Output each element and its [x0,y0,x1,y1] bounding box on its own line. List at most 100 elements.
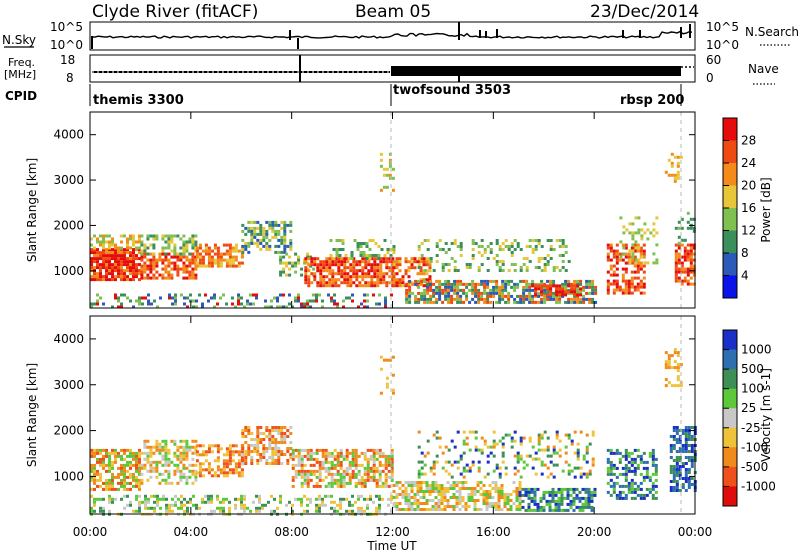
heatmap-cell [268,441,272,444]
heatmap-cell [361,269,365,273]
heatmap-cell [516,469,520,473]
heatmap-cell [410,481,414,484]
heatmap-cell [280,220,284,224]
heatmap-cell [690,477,694,480]
heatmap-cell [339,478,343,482]
heatmap-cell [182,445,186,449]
heatmap-cell [524,493,528,497]
heatmap-cell [213,459,217,463]
heatmap-cell [126,469,129,473]
heatmap-cell [471,239,475,242]
heatmap-cell [90,302,93,306]
heatmap-cell [566,502,570,506]
heatmap-cell [609,264,613,268]
heatmap-cell [419,481,423,484]
heatmap-cell [108,481,111,485]
heatmap-cell [144,497,147,501]
heatmap-cell [333,478,337,482]
heatmap-cell [450,294,454,298]
heatmap-cell [105,469,108,473]
heatmap-cell [486,279,490,283]
heatmap-cell [670,366,674,370]
heatmap-cell [361,284,365,288]
heatmap-cell [182,252,186,256]
heatmap-cell [390,472,394,476]
heatmap-cell [530,499,534,503]
heatmap-cell [654,469,658,473]
heatmap-cell [477,282,481,286]
heatmap-cell [584,487,588,491]
heatmap-cell [105,278,108,282]
heatmap-cell [283,441,287,444]
heatmap-cell [307,269,311,273]
heatmap-cell [330,484,334,488]
heatmap-cell [440,493,444,496]
heatmap-cell [606,246,610,250]
heatmap-cell [343,263,347,267]
heatmap-cell [422,508,426,511]
heatmap-cell [590,490,594,494]
heatmap-cell [274,459,278,462]
heatmap-cell [593,487,597,491]
heatmap-cell [672,468,676,471]
heatmap-cell [259,247,263,251]
heatmap-cell [216,456,220,460]
heatmap-cell [498,475,502,479]
heatmap-cell [683,276,687,280]
heatmap-cell [561,266,565,269]
heatmap-cell [331,272,335,276]
heatmap-cell [426,291,430,295]
heatmap-cell [120,275,123,279]
heatmap-cell [372,454,376,458]
heatmap-cell [465,297,469,301]
heatmap-cell [455,484,459,487]
heatmap-cell [500,487,504,490]
heatmap-cell [241,429,245,432]
heatmap-cell [416,484,420,487]
heatmap-cell [240,456,244,460]
heatmap-cell [351,299,354,303]
heatmap-cell [161,439,165,443]
heatmap-cell [455,502,459,505]
heatmap-cell [201,305,204,309]
heatmap-cell [152,255,156,259]
heatmap-cell [167,240,171,244]
heatmap-cell [480,291,484,295]
heatmap-cell [492,279,496,283]
heatmap-cell [120,248,123,252]
heatmap-cell [615,451,619,455]
heatmap-cell [391,355,395,359]
velocity-heatmap [90,348,697,516]
heatmap-cell [492,288,496,292]
heatmap-cell [268,462,272,465]
heatmap-cell [164,463,168,467]
heatmap-cell [198,465,202,469]
heatmap-cell [138,269,141,273]
heatmap-cell [300,503,303,507]
heatmap-cell [322,263,326,267]
heatmap-cell [99,296,102,300]
heatmap-cell [126,260,129,264]
heatmap-cell [690,450,694,453]
heatmap-cell [513,466,517,470]
heatmap-cell [138,451,141,455]
heatmap-cell [609,466,613,470]
heatmap-cell [411,282,415,286]
heatmap-cell [513,430,517,434]
heatmap-cell [273,509,276,513]
heatmap-cell [609,448,613,452]
heatmap-cell [99,475,102,479]
heatmap-cell [642,270,646,274]
heatmap-cell [551,490,555,494]
heatmap-cell [354,484,358,488]
heatmap-cell [465,463,469,467]
heatmap-cell [417,263,421,266]
heatmap-cell [373,260,377,264]
heatmap-cell [501,460,505,464]
heatmap-cell [279,500,282,504]
heatmap-cell [339,454,343,458]
heatmap-cell [304,272,308,276]
heatmap-cell [428,263,432,267]
heatmap-cell [315,293,318,297]
heatmap-cell [360,302,363,306]
